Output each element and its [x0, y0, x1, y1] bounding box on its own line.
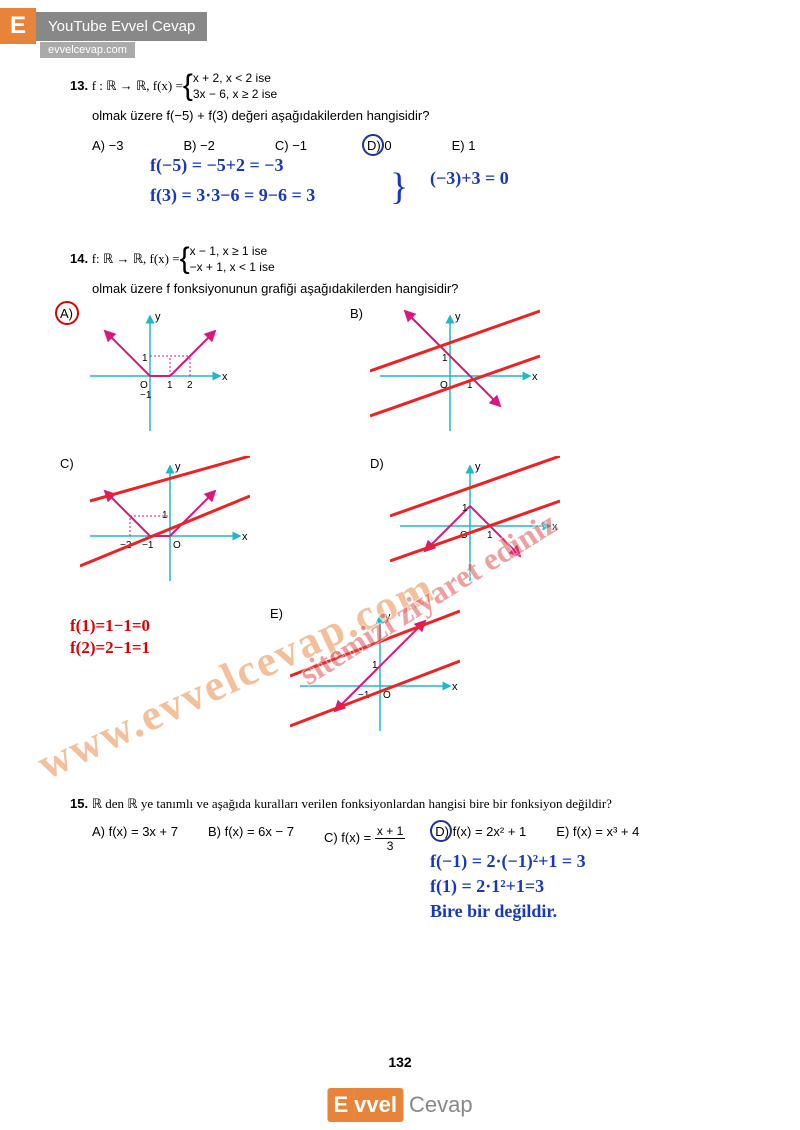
q14-label-c: C): [60, 456, 74, 471]
footer-cevap: Cevap: [409, 1092, 473, 1118]
q14-label-a: A): [60, 306, 73, 321]
svg-text:−1: −1: [140, 390, 152, 401]
graph-a: A) xy O 112 −1: [80, 306, 230, 436]
q14-handwriting-2: f(2)=2−1=1: [70, 638, 150, 658]
logo-e: E: [0, 8, 36, 44]
q13-definition: f : ℝ → ℝ, f(x) = { x + 2, x < 2 ise 3x …: [92, 70, 277, 102]
q15-opt-d: D) f(x) = 2x² + 1: [435, 824, 526, 853]
graph-b-svg: xy O 11: [370, 306, 540, 436]
svg-text:O: O: [173, 540, 181, 551]
q15-handwriting-1: f(−1) = 2·(−1)²+1 = 3: [430, 851, 586, 872]
q13-opt-c: C) −1: [275, 138, 307, 153]
svg-text:2: 2: [187, 380, 193, 391]
page-content: 13. f : ℝ → ℝ, f(x) = { x + 2, x < 2 ise…: [70, 70, 730, 873]
q15-opt-a: A) f(x) = 3x + 7: [92, 824, 178, 853]
q15-number: 15.: [70, 796, 88, 811]
q14-graphs-e: f(1)=1−1=0 f(2)=2−1=1 E) xy O 1−1: [70, 606, 730, 736]
q15-prompt: ℝ den ℝ ye tanımlı ve aşağıda kuralları …: [92, 796, 612, 811]
q15-handwriting-2: f(1) = 2·1²+1=3: [430, 876, 544, 897]
answer-circle-icon: [362, 134, 384, 156]
footer-e: E: [327, 1088, 354, 1122]
svg-text:1: 1: [442, 353, 448, 364]
svg-text:y: y: [175, 461, 181, 473]
svg-text:y: y: [455, 311, 461, 323]
question-13: 13. f : ℝ → ℝ, f(x) = { x + 2, x < 2 ise…: [70, 70, 730, 153]
q14-label-d: D): [370, 456, 384, 471]
svg-text:x: x: [552, 521, 558, 533]
q13-handwriting-3: (−3)+3 = 0: [430, 168, 509, 189]
svg-text:O: O: [383, 690, 391, 701]
q14-graphs-ab: A) xy O 112 −1: [80, 306, 730, 436]
graph-d: D) xy O 11: [390, 456, 560, 586]
svg-text:x: x: [452, 681, 458, 693]
svg-text:1: 1: [487, 530, 493, 541]
svg-text:x: x: [222, 371, 228, 383]
svg-text:1: 1: [142, 353, 148, 364]
brace-icon: }: [390, 165, 408, 209]
q13-opt-e: E) 1: [452, 138, 476, 153]
footer-logo: Evvel Cevap: [327, 1088, 472, 1122]
svg-text:y: y: [155, 311, 161, 323]
graph-a-svg: xy O 112 −1: [80, 306, 230, 436]
q13-number: 13.: [70, 78, 88, 93]
q13-handwriting-2: f(3) = 3·3−6 = 9−6 = 3: [150, 185, 315, 206]
page-number: 132: [388, 1054, 411, 1070]
svg-text:−1: −1: [142, 540, 154, 551]
q15-options: A) f(x) = 3x + 7 B) f(x) = 6x − 7 C) f(x…: [92, 824, 730, 853]
graph-d-svg: xy O 11: [390, 456, 560, 586]
graph-c: C) xy O 1 −2−1: [80, 456, 250, 586]
svg-text:1: 1: [167, 380, 173, 391]
q13-handwriting-1: f(−5) = −5+2 = −3: [150, 155, 284, 176]
svg-text:x: x: [242, 531, 248, 543]
q15-handwriting-3: Bire bir değildir.: [430, 901, 557, 922]
youtube-label: YouTube Evvel Cevap: [36, 12, 207, 41]
domain-label: evvelcevap.com: [40, 42, 135, 58]
graph-e-svg: xy O 1−1: [290, 606, 460, 736]
answer-circle-icon: [55, 301, 79, 325]
footer-vvel: vvel: [354, 1088, 403, 1122]
q14-handwriting-1: f(1)=1−1=0: [70, 616, 150, 636]
q14-definition: f: ℝ → ℝ, f(x) = { x − 1, x ≥ 1 ise −x +…: [92, 243, 275, 275]
q14-graphs-cd: C) xy O 1 −2−1 D): [80, 456, 730, 586]
q13-opt-d: D) 0: [367, 138, 392, 153]
svg-text:y: y: [385, 611, 391, 623]
svg-text:1: 1: [372, 660, 378, 671]
q13-opt-a: A) −3: [92, 138, 123, 153]
q14-label-e: E): [270, 606, 283, 621]
q13-options: A) −3 B) −2 C) −1 D) 0 E) 1: [92, 138, 730, 153]
q13-opt-b: B) −2: [183, 138, 214, 153]
svg-text:1: 1: [462, 503, 468, 514]
question-15: 15. ℝ den ℝ ye tanımlı ve aşağıda kurall…: [70, 796, 730, 853]
q14-prompt: olmak üzere f fonksiyonunun grafiği aşağ…: [92, 281, 730, 296]
graph-e: E) xy O 1−1: [290, 606, 730, 736]
svg-text:y: y: [475, 461, 481, 473]
svg-text:x: x: [532, 371, 538, 383]
graph-c-svg: xy O 1 −2−1: [80, 456, 250, 586]
q15-opt-b: B) f(x) = 6x − 7: [208, 824, 294, 853]
graph-b: B) xy O 11: [370, 306, 540, 436]
q13-prompt: olmak üzere f(−5) + f(3) değeri aşağıdak…: [92, 108, 730, 123]
svg-text:1: 1: [162, 510, 168, 521]
q15-opt-e: E) f(x) = x³ + 4: [556, 824, 639, 853]
q14-label-b: B): [350, 306, 363, 321]
q14-number: 14.: [70, 251, 88, 266]
question-14: 14. f: ℝ → ℝ, f(x) = { x − 1, x ≥ 1 ise …: [70, 243, 730, 736]
header-badge: E YouTube Evvel Cevap: [0, 8, 207, 44]
q15-opt-c: C) f(x) = x + 13: [324, 824, 405, 853]
